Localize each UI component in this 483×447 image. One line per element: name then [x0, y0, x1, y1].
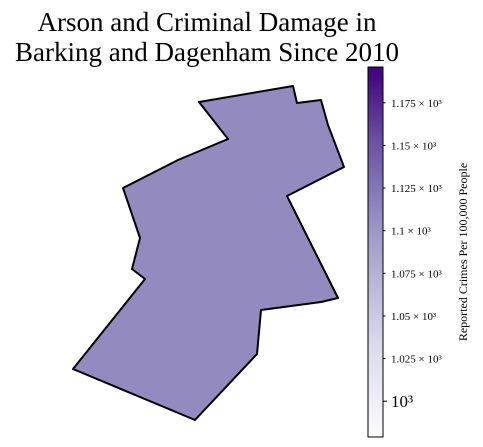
colorbar-tick-label: 1.175 × 10³ [391, 98, 442, 110]
colorbar-label: Reported Crimes Per 100,000 People [456, 163, 470, 341]
colorbar-gradient [367, 66, 384, 438]
colorbar-tick-label: 1.15 × 10³ [391, 140, 437, 152]
colorbar: 10³ 1.025 × 10³ 1.05 × 10³ 1.075 × 10³ 1.1 ×… [367, 66, 470, 438]
colorbar-tick-label: 1.1 × 10³ [391, 226, 431, 238]
chart-title-line-1: Arson and Criminal Damage in [38, 7, 377, 37]
region-barking-and-dagenham [72, 85, 345, 421]
colorbar-tick-label: 1.05 × 10³ [391, 311, 437, 323]
colorbar-tick-label: 1.025 × 10³ [391, 354, 442, 366]
colorbar-tick-label: 1.075 × 10³ [391, 268, 442, 280]
chart-title-line-2: Barking and Dagenham Since 2010 [15, 37, 399, 67]
colorbar-tick-label: 1.125 × 10³ [391, 183, 442, 195]
colorbar-tick-label: 10³ [391, 392, 413, 411]
colorbar-ticks: 10³ 1.025 × 10³ 1.05 × 10³ 1.075 × 10³ 1.1 ×… [383, 98, 442, 411]
